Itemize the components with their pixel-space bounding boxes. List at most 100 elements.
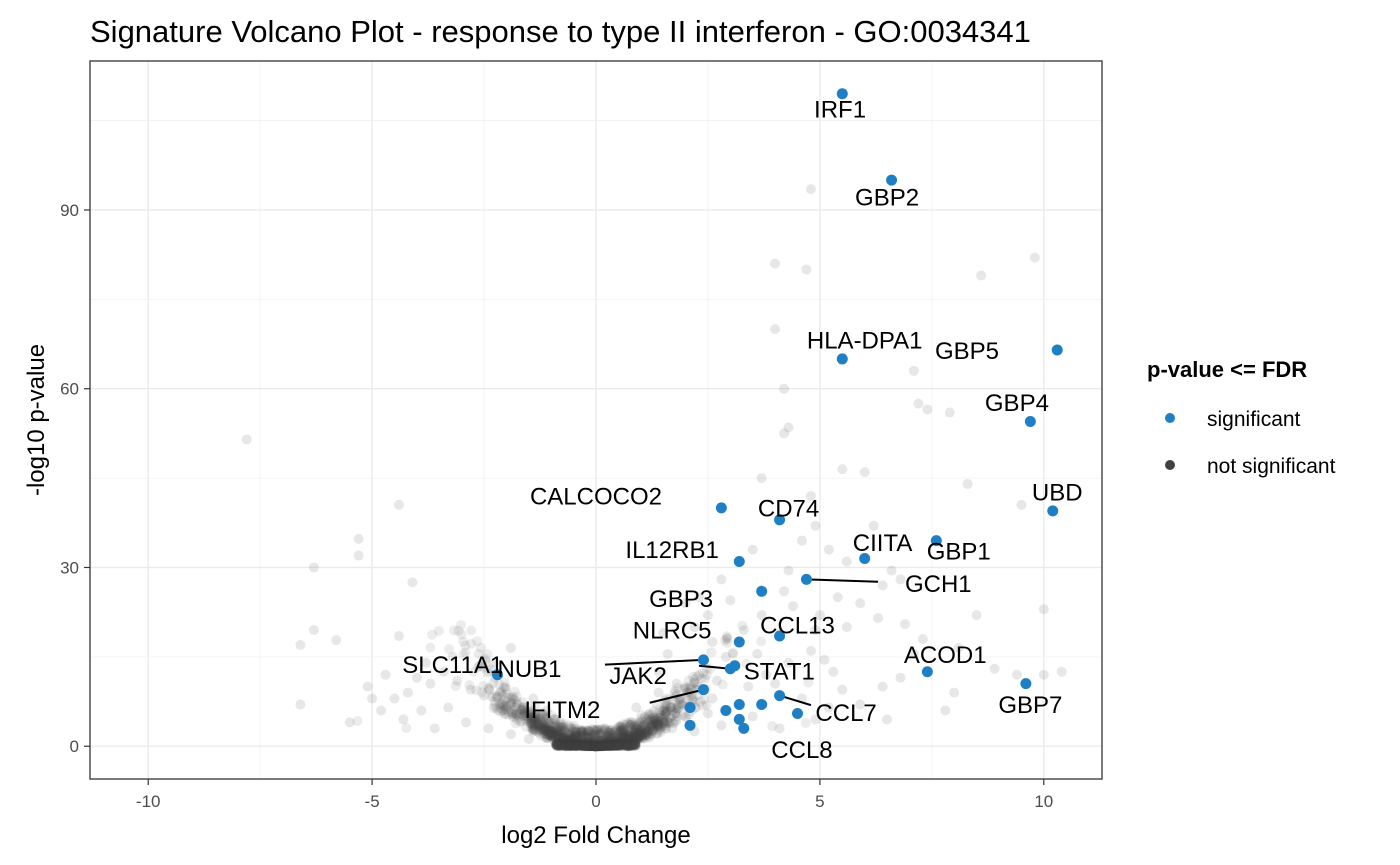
not-significant-point bbox=[591, 741, 602, 752]
not-significant-point bbox=[571, 740, 582, 751]
not-significant-point bbox=[658, 713, 669, 724]
not-significant-point bbox=[569, 733, 580, 744]
not-significant-point bbox=[571, 726, 582, 737]
not-significant-point bbox=[646, 722, 657, 733]
not-significant-point bbox=[494, 687, 505, 698]
not-significant-point bbox=[577, 740, 588, 751]
not-significant-point bbox=[560, 740, 571, 751]
not-significant-point bbox=[528, 724, 539, 735]
not-significant-point bbox=[542, 732, 553, 743]
not-significant-point bbox=[622, 740, 633, 751]
not-significant-point bbox=[683, 675, 694, 686]
not-significant-point bbox=[652, 721, 663, 732]
not-significant-point bbox=[917, 633, 928, 644]
not-significant-point bbox=[420, 657, 431, 668]
significant-point bbox=[697, 654, 709, 666]
not-significant-point bbox=[877, 580, 888, 591]
not-significant-point bbox=[558, 736, 569, 747]
not-significant-point bbox=[585, 737, 596, 748]
not-significant-point bbox=[601, 740, 612, 751]
not-significant-point bbox=[622, 730, 633, 741]
not-significant-point bbox=[509, 704, 520, 715]
not-significant-point bbox=[570, 731, 581, 742]
significant-point bbox=[1047, 505, 1059, 517]
not-significant-point bbox=[506, 692, 517, 703]
not-significant-point bbox=[549, 716, 560, 727]
not-significant-point bbox=[589, 741, 600, 752]
not-significant-point bbox=[574, 740, 585, 751]
not-significant-point bbox=[590, 741, 601, 752]
not-significant-point bbox=[615, 739, 626, 750]
not-significant-point bbox=[570, 723, 581, 734]
not-significant-point bbox=[677, 709, 688, 720]
not-significant-point bbox=[588, 737, 599, 748]
not-significant-point bbox=[602, 726, 613, 737]
not-significant-point bbox=[635, 729, 646, 740]
not-significant-point bbox=[523, 713, 534, 724]
not-significant-point bbox=[615, 740, 626, 751]
not-significant-point bbox=[563, 737, 574, 748]
not-significant-point bbox=[603, 740, 614, 751]
not-significant-point bbox=[533, 718, 544, 729]
not-significant-point bbox=[638, 719, 649, 730]
y-axis-title: -log10 p-value bbox=[23, 344, 50, 496]
not-significant-point bbox=[648, 725, 659, 736]
not-significant-point bbox=[615, 733, 626, 744]
not-significant-point bbox=[534, 721, 545, 732]
not-significant-point bbox=[587, 739, 598, 750]
not-significant-point bbox=[608, 740, 619, 751]
not-significant-point bbox=[618, 736, 629, 747]
significant-point bbox=[774, 630, 786, 642]
not-significant-point bbox=[593, 741, 604, 752]
not-significant-point bbox=[539, 725, 550, 736]
not-significant-point bbox=[564, 736, 575, 747]
not-significant-point bbox=[592, 740, 603, 751]
not-significant-point bbox=[641, 725, 652, 736]
not-significant-point bbox=[593, 741, 604, 752]
not-significant-point bbox=[617, 732, 628, 743]
not-significant-point bbox=[567, 733, 578, 744]
not-significant-point bbox=[575, 730, 586, 741]
not-significant-point bbox=[576, 735, 587, 746]
not-significant-point bbox=[608, 740, 619, 751]
not-significant-point bbox=[570, 740, 581, 751]
not-significant-point bbox=[639, 733, 650, 744]
not-significant-point bbox=[630, 724, 641, 735]
not-significant-point bbox=[617, 727, 628, 738]
not-significant-point bbox=[596, 735, 607, 746]
not-significant-point bbox=[551, 730, 562, 741]
not-significant-point bbox=[658, 717, 669, 728]
not-significant-point bbox=[622, 735, 633, 746]
not-significant-point bbox=[582, 739, 593, 750]
not-significant-point bbox=[563, 720, 574, 731]
not-significant-point bbox=[604, 739, 615, 750]
not-significant-point bbox=[949, 687, 960, 698]
not-significant-point bbox=[588, 741, 599, 752]
not-significant-point bbox=[584, 740, 595, 751]
not-significant-point bbox=[602, 740, 613, 751]
not-significant-point bbox=[702, 708, 713, 719]
not-significant-point bbox=[627, 739, 638, 750]
not-significant-point bbox=[652, 717, 663, 728]
not-significant-point bbox=[643, 723, 654, 734]
not-significant-point bbox=[602, 736, 613, 747]
not-significant-point bbox=[567, 740, 578, 751]
not-significant-point bbox=[617, 733, 628, 744]
not-significant-point bbox=[631, 717, 642, 728]
not-significant-point bbox=[561, 734, 572, 745]
not-significant-point bbox=[562, 739, 573, 750]
not-significant-point bbox=[573, 738, 584, 749]
significant-point bbox=[930, 535, 942, 547]
not-significant-point bbox=[540, 723, 551, 734]
not-significant-point bbox=[565, 733, 576, 744]
not-significant-point bbox=[657, 713, 668, 724]
not-significant-point bbox=[295, 699, 306, 710]
not-significant-point bbox=[587, 741, 598, 752]
not-significant-point bbox=[691, 671, 702, 682]
not-significant-point bbox=[779, 586, 790, 597]
not-significant-point bbox=[650, 718, 661, 729]
not-significant-point bbox=[622, 735, 633, 746]
not-significant-point bbox=[583, 732, 594, 743]
not-significant-point bbox=[619, 729, 630, 740]
not-significant-point bbox=[587, 723, 598, 734]
